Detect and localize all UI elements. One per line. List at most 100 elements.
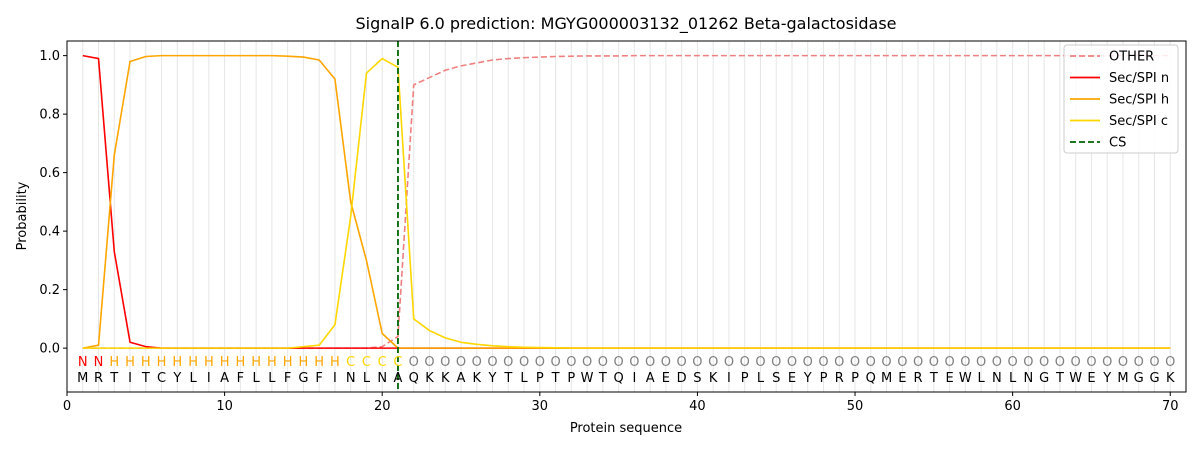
region-label: O — [487, 355, 497, 370]
region-label: O — [692, 355, 702, 370]
residue-label: L — [1009, 371, 1017, 386]
residue-label: W — [959, 371, 972, 386]
region-label: O — [582, 355, 592, 370]
residue-label: M — [881, 371, 892, 386]
residue-label: W — [581, 371, 594, 386]
y-tick-label: 0.6 — [39, 166, 60, 181]
region-label: H — [172, 355, 182, 370]
region-label: O — [740, 355, 750, 370]
residue-label: P — [741, 371, 749, 386]
region-label: O — [550, 355, 560, 370]
residue-label: L — [977, 371, 985, 386]
residue-label: T — [551, 371, 560, 386]
region-label: C — [393, 355, 402, 370]
residue-label: G — [1149, 371, 1159, 386]
residue-label: L — [520, 371, 528, 386]
x-tick-label: 30 — [532, 399, 549, 414]
residue-label: T — [929, 371, 938, 386]
region-label: O — [771, 355, 781, 370]
residue-label: L — [363, 371, 371, 386]
region-label: H — [235, 355, 245, 370]
residue-label: R — [94, 371, 103, 386]
region-label: O — [944, 355, 954, 370]
region-label: O — [803, 355, 813, 370]
residue-label: W — [1069, 371, 1082, 386]
region-label: O — [661, 355, 671, 370]
region-label: O — [976, 355, 986, 370]
region-label: H — [157, 355, 167, 370]
x-tick-label: 10 — [216, 399, 233, 414]
region-label: C — [378, 355, 387, 370]
residue-label: T — [598, 371, 607, 386]
region-label: O — [1055, 355, 1065, 370]
residue-label: N — [992, 371, 1002, 386]
residue-label: K — [441, 371, 450, 386]
region-label: O — [866, 355, 876, 370]
region-label: H — [251, 355, 261, 370]
x-tick-label: 40 — [689, 399, 706, 414]
residue-label: T — [141, 371, 150, 386]
region-label: H — [141, 355, 151, 370]
residue-label: M — [1117, 371, 1128, 386]
residue-label: E — [1087, 371, 1095, 386]
legend-label: Sec/SPI n — [1109, 71, 1169, 86]
region-label: H — [330, 355, 340, 370]
residue-label: A — [220, 371, 229, 386]
y-axis-label: Probability — [15, 181, 30, 250]
region-label: O — [424, 355, 434, 370]
region-label: O — [1118, 355, 1128, 370]
x-axis: 0 10 20 30 40 50 60 70 — [63, 392, 1179, 414]
grid-layer — [82, 41, 1171, 392]
residue-label: G — [1039, 371, 1049, 386]
region-label: O — [456, 355, 466, 370]
y-tick-label: 0.0 — [39, 342, 60, 357]
residue-label: Y — [172, 371, 181, 386]
region-label: O — [708, 355, 718, 370]
residue-label: I — [632, 371, 636, 386]
legend-box — [1063, 44, 1179, 154]
x-tick-label: 50 — [847, 399, 864, 414]
series-line-sec-spi-h — [82, 54, 1171, 349]
region-label: H — [109, 355, 119, 370]
region-label: O — [472, 355, 482, 370]
residue-label: I — [727, 371, 731, 386]
residue-label: A — [646, 371, 655, 386]
region-label: O — [724, 355, 734, 370]
residue-label: R — [914, 371, 923, 386]
residue-label: L — [189, 371, 197, 386]
x-tick-label: 60 — [1004, 399, 1021, 414]
series-line-sec-spi-c — [82, 57, 1171, 349]
region-label: H — [125, 355, 135, 370]
residue-label: M — [77, 371, 88, 386]
residue-label: T — [109, 371, 118, 386]
region-label: O — [850, 355, 860, 370]
region-label: O — [1165, 355, 1175, 370]
region-label: O — [992, 355, 1002, 370]
residue-label: L — [757, 371, 765, 386]
region-label: H — [220, 355, 230, 370]
residue-label: D — [677, 371, 687, 386]
y-tick-label: 0.8 — [39, 108, 60, 123]
region-label: O — [1023, 355, 1033, 370]
region-label: H — [204, 355, 214, 370]
residue-label: Q — [866, 371, 876, 386]
sequence-layer: NMNRHTHIHTHCHYHLHIHAHFHLHLHFHGHFHICNCLCN… — [77, 355, 1175, 386]
region-label: O — [913, 355, 923, 370]
residue-label: N — [1024, 371, 1034, 386]
legend-label: Sec/SPI h — [1109, 93, 1169, 108]
residue-label: R — [835, 371, 844, 386]
region-label: O — [1008, 355, 1018, 370]
region-label: O — [1086, 355, 1096, 370]
plot-frame — [66, 40, 1187, 393]
region-label: H — [299, 355, 309, 370]
region-label: O — [834, 355, 844, 370]
region-label: O — [755, 355, 765, 370]
region-label: N — [94, 355, 104, 370]
x-tick-label: 70 — [1162, 399, 1179, 414]
residue-label: K — [709, 371, 718, 386]
region-label: O — [897, 355, 907, 370]
residue-label: Q — [614, 371, 624, 386]
residue-label: Y — [1102, 371, 1111, 386]
residue-label: T — [503, 371, 512, 386]
residue-label: P — [851, 371, 859, 386]
